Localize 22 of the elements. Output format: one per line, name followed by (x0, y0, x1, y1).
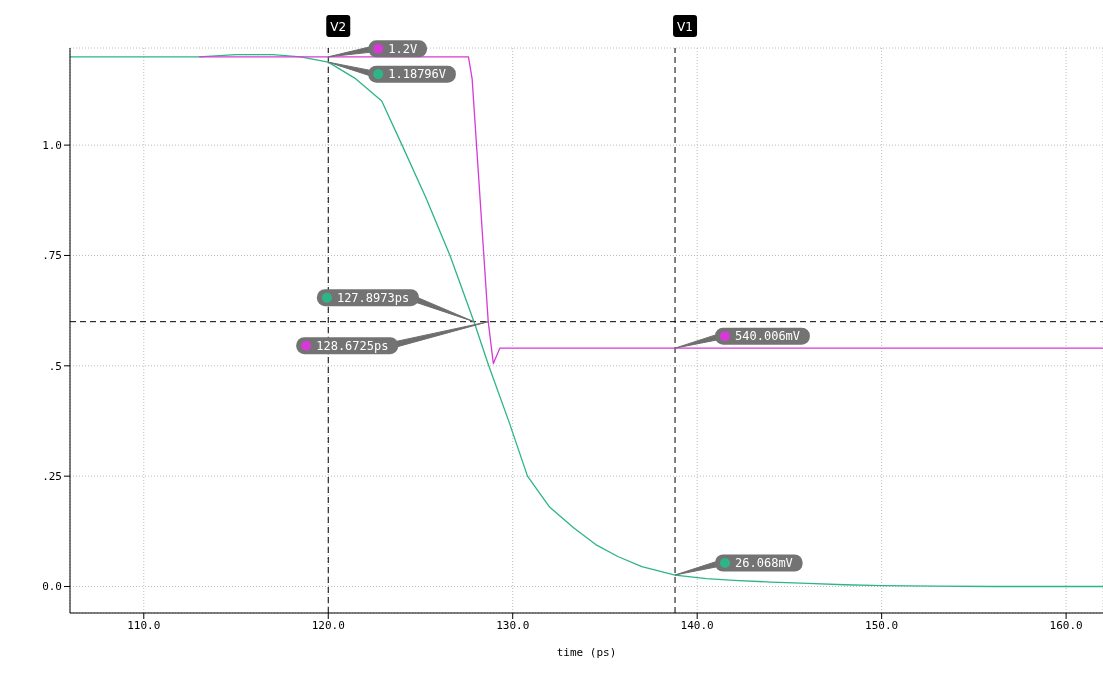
x-tick-label: 130.0 (496, 618, 530, 632)
y-tick-label: 0.0 (42, 580, 62, 594)
annotation: 1.2V (388, 41, 418, 56)
y-tick-label: .5 (48, 359, 62, 373)
x-axis-title: time (ps) (556, 646, 617, 659)
ref-line-label: V2 (330, 20, 347, 34)
x-tick-label: 160.0 (1049, 618, 1083, 632)
x-tick-label: 140.0 (680, 618, 714, 632)
annotation: 127.8973ps (336, 290, 410, 305)
ref-line-label: V1 (677, 20, 693, 34)
x-tick-label: 110.0 (127, 618, 161, 632)
annotation: 26.068mV (735, 556, 793, 571)
y-tick-label: 1.0 (42, 139, 62, 153)
annotation: 540.006mV (735, 329, 801, 344)
annotation: 128.6725ps (316, 338, 389, 353)
y-tick-label: .25 (42, 470, 62, 484)
line-series (70, 53, 1103, 588)
annotation: 1.18796V (388, 67, 447, 82)
x-tick-label: 120.0 (311, 618, 345, 632)
line-series (198, 56, 1103, 365)
x-tick-label: 150.0 (865, 618, 899, 632)
y-tick-label: .75 (42, 249, 62, 263)
